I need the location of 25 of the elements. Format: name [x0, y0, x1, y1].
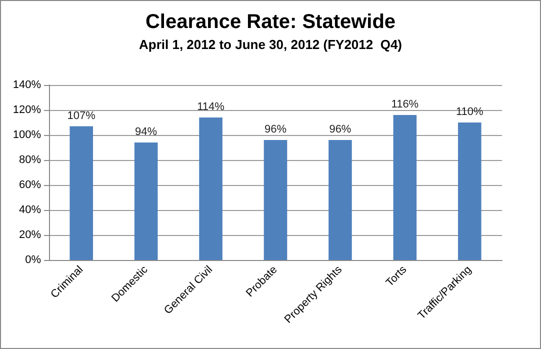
data-label: 110%: [456, 106, 484, 118]
bar: [328, 140, 352, 260]
data-label: 96%: [329, 124, 352, 136]
y-tick-label: 20%: [18, 229, 42, 241]
x-tick-label: Torts: [384, 263, 410, 290]
bar: [393, 115, 417, 260]
y-tick-label: 40%: [18, 204, 42, 216]
bar: [264, 140, 288, 260]
data-label: 116%: [391, 98, 419, 110]
y-tick-label: 140%: [12, 79, 42, 91]
y-tick-label: 0%: [25, 254, 42, 266]
data-label: 107%: [67, 110, 96, 122]
y-tick-label: 100%: [12, 129, 42, 141]
y-tick-label: 120%: [12, 104, 42, 116]
bar: [199, 118, 222, 260]
y-tick-label: 60%: [18, 179, 42, 191]
y-tick-label: 80%: [18, 154, 42, 166]
data-label: 96%: [264, 124, 287, 136]
chart-title: Clearance Rate: Statewide: [145, 11, 396, 33]
data-label: 94%: [135, 126, 158, 138]
bar: [70, 126, 94, 260]
data-label: 114%: [197, 101, 225, 113]
bar: [458, 122, 482, 260]
chart-subtitle: April 1, 2012 to June 30, 2012 (FY2012 Q4): [138, 37, 402, 52]
bar: [134, 142, 158, 260]
